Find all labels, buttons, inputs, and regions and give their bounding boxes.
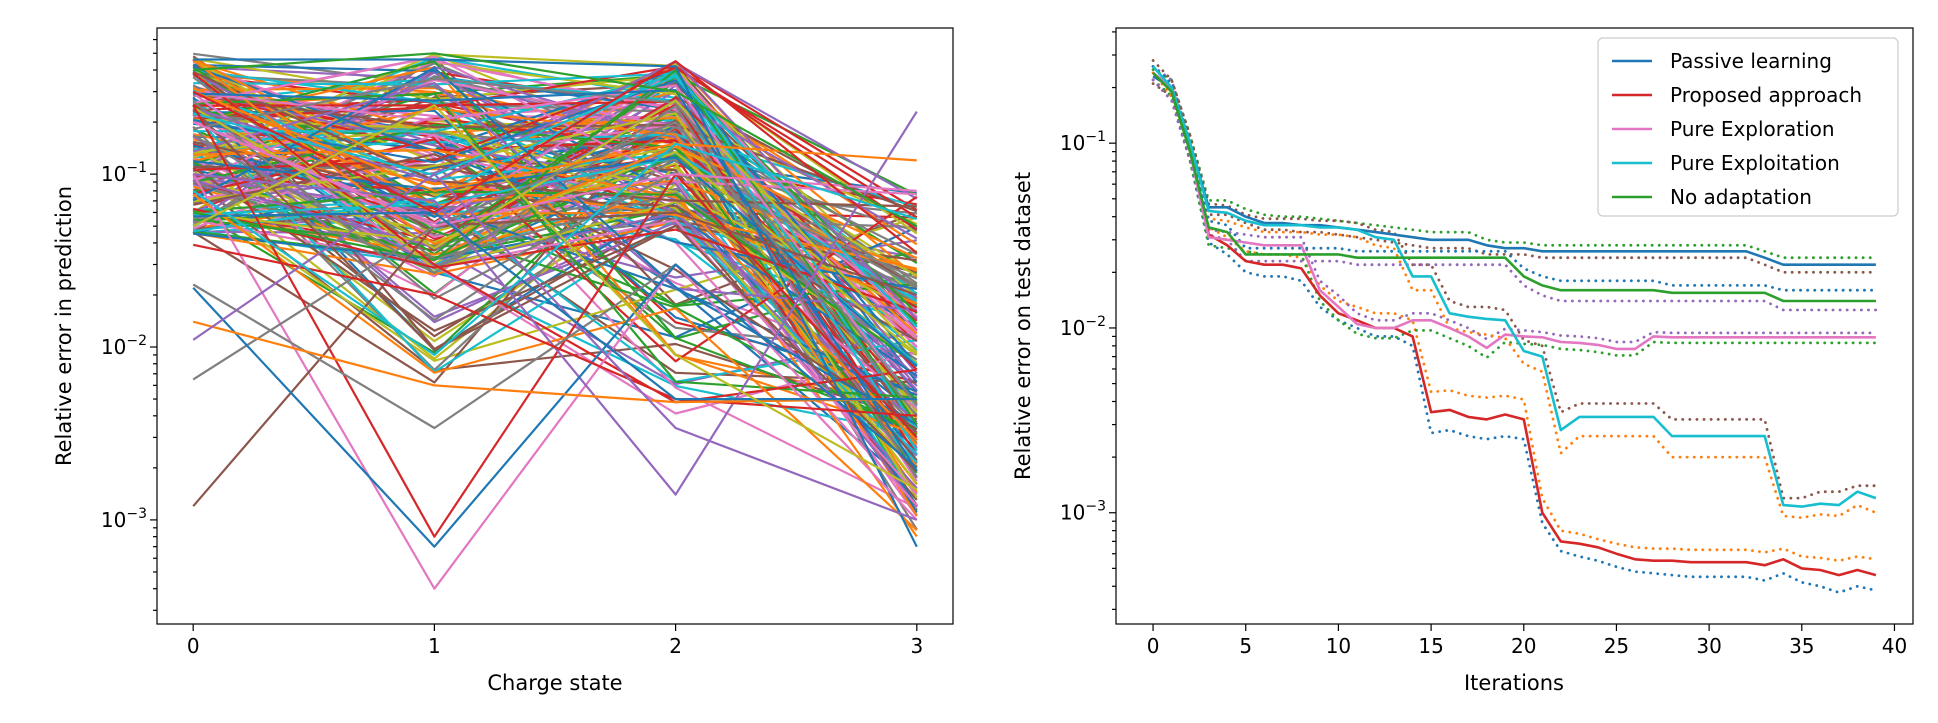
left-series-line xyxy=(192,55,917,196)
left-series-line xyxy=(192,60,918,254)
right-series-line xyxy=(1152,65,1877,508)
legend: Passive learning Proposed approach Pure Ex… xyxy=(1597,37,1899,217)
left-series-line xyxy=(192,81,917,312)
legend-label: Proposed approach xyxy=(1670,83,1862,107)
left-series-line xyxy=(192,243,917,417)
left-series-line xyxy=(192,173,918,521)
right-series-lower-bound xyxy=(1151,82,1878,274)
right-x-tick-label: 25 xyxy=(1604,634,1629,658)
left-y-axis-label: Relative error in prediction xyxy=(52,186,76,466)
left-series-line xyxy=(193,211,917,401)
right-series-lower-bound xyxy=(1151,78,1878,312)
right-x-tick-label: 15 xyxy=(1418,634,1443,658)
right-x-tick-label: 35 xyxy=(1789,634,1814,658)
left-x-axis-label: Charge state xyxy=(487,671,622,695)
left-series-line xyxy=(193,84,918,407)
right-x-tick-label: 30 xyxy=(1696,634,1721,658)
right-x-axis-label: Iterations xyxy=(1464,671,1564,695)
left-series-line xyxy=(192,142,918,356)
left-y-tick-label: 10−2 xyxy=(101,333,147,359)
left-series-line xyxy=(192,57,918,270)
right-y-tick-label: 10−2 xyxy=(1060,314,1106,340)
legend-label: No adaptation xyxy=(1670,185,1812,209)
left-y-tick-label: 10−1 xyxy=(101,160,147,186)
right-series-lower-bound xyxy=(1151,78,1878,594)
left-series-line xyxy=(192,92,918,496)
left-series-line xyxy=(192,211,918,507)
right-x-tick-label: 20 xyxy=(1511,634,1536,658)
left-series-line xyxy=(192,108,918,473)
left-axis-ticks: 0 1 2 3 10−1 10−2 10−3 xyxy=(101,38,923,658)
right-x-tick-label: 10 xyxy=(1326,634,1351,658)
left-series-line xyxy=(192,263,918,548)
right-series-upper-bound xyxy=(1151,59,1878,500)
left-series-lines xyxy=(192,52,918,590)
left-series-line xyxy=(193,65,918,231)
left-series-line xyxy=(192,104,918,491)
left-series-line xyxy=(192,320,917,404)
right-x-tick-label: 0 xyxy=(1147,634,1160,658)
left-series-line xyxy=(193,92,917,399)
left-series-line xyxy=(192,173,918,590)
right-series-lines xyxy=(1151,59,1878,594)
left-series-line xyxy=(192,120,918,417)
right-series-upper-bound xyxy=(1151,65,1878,563)
right-x-tick-label: 40 xyxy=(1882,634,1907,658)
left-series-line xyxy=(193,52,918,228)
legend-label: Pure Exploration xyxy=(1670,117,1835,141)
right-series-line xyxy=(1152,71,1876,303)
left-series-line xyxy=(192,166,917,332)
right-x-tick-label: 5 xyxy=(1239,634,1252,658)
left-series-line xyxy=(192,101,918,285)
left-series-line xyxy=(192,90,917,192)
left-x-tick-label: 1 xyxy=(428,634,441,658)
right-y-tick-label: 10−3 xyxy=(1060,499,1106,525)
left-series-line xyxy=(192,104,918,538)
left-series-line xyxy=(193,72,918,430)
right-series-upper-bound xyxy=(1151,65,1878,344)
left-series-line xyxy=(192,59,918,305)
left-series-line xyxy=(192,66,918,436)
left-series-line xyxy=(192,104,918,479)
right-series-line xyxy=(1152,75,1876,267)
left-x-tick-label: 3 xyxy=(910,634,923,658)
right-series-line xyxy=(1152,71,1877,577)
left-x-tick-label: 0 xyxy=(187,634,200,658)
left-series-line xyxy=(193,88,918,472)
legend-label: Passive learning xyxy=(1670,49,1832,73)
left-chart: 0 1 2 3 10−1 10−2 10−3 Charge state Relative e… xyxy=(52,27,954,695)
left-series-line xyxy=(192,193,918,532)
left-series-line xyxy=(192,72,917,404)
left-series-line xyxy=(192,75,918,328)
left-x-tick-label: 2 xyxy=(669,634,682,658)
right-y-tick-label: 10−1 xyxy=(1060,129,1106,155)
left-series-line xyxy=(192,59,918,277)
right-plot-frame xyxy=(1115,27,1914,625)
legend-box xyxy=(1597,37,1899,217)
right-series-lower-bound xyxy=(1151,71,1878,520)
right-axis-ticks: 0 5 10 15 20 25 30 35 40 10−1 10−2 10−3 xyxy=(1060,31,1907,658)
left-series-line xyxy=(193,75,918,315)
left-series-line xyxy=(192,66,918,426)
left-series-line xyxy=(192,113,918,455)
legend-label: Pure Exploitation xyxy=(1670,151,1840,175)
left-series-line xyxy=(192,96,918,332)
left-plot-frame xyxy=(156,27,954,625)
left-y-tick-label: 10−3 xyxy=(101,506,147,532)
right-y-axis-label: Relative error on test dataset xyxy=(1011,172,1035,480)
